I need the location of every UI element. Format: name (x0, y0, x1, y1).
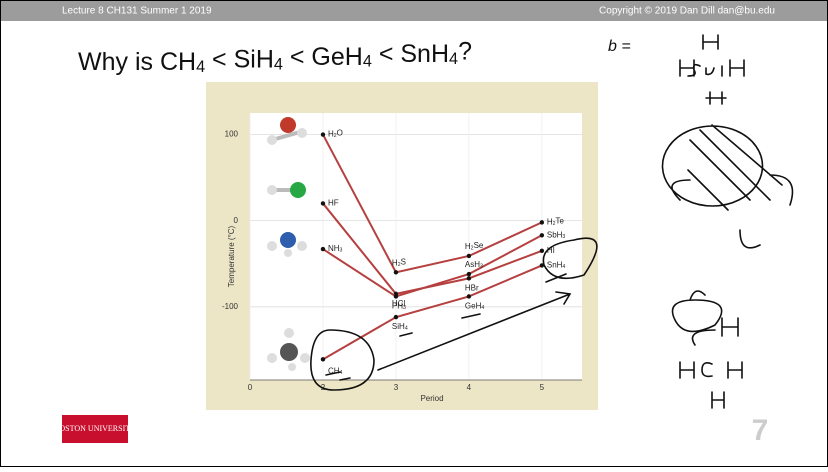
point-label: HBr (465, 283, 479, 292)
data-point (467, 272, 471, 276)
data-point (321, 357, 325, 361)
data-point (540, 249, 544, 253)
data-point (467, 294, 471, 298)
data-point (540, 233, 544, 237)
data-point (394, 315, 398, 319)
y-axis-label: Temperature (°C) (227, 225, 236, 287)
slide: Lecture 8 CH131 Summer 1 2019 Copyright … (0, 0, 828, 467)
x-tick-label: 3 (394, 383, 399, 392)
header-right: Copyright © 2019 Dan Dill dan@bu.edu (599, 6, 775, 17)
page-number: 7 (752, 414, 769, 447)
data-point (394, 294, 398, 298)
x-tick-label: 0 (248, 383, 253, 392)
data-point (467, 254, 471, 258)
y-tick-label: 0 (234, 216, 239, 225)
point-label: HF (328, 199, 339, 208)
data-point (321, 132, 325, 136)
data-point (321, 201, 325, 205)
x-axis-label: Period (420, 394, 443, 403)
data-point (467, 276, 471, 280)
data-point (394, 270, 398, 274)
handwritten-note: b = (608, 38, 631, 55)
y-tick-label: 100 (225, 130, 239, 139)
y-tick-label: -100 (222, 302, 239, 311)
x-tick-label: 5 (540, 383, 545, 392)
data-point (321, 247, 325, 251)
logo-text: BOSTON UNIVERSITY (54, 424, 136, 433)
data-point (540, 220, 544, 224)
x-tick-label: 4 (467, 383, 472, 392)
header-left: Lecture 8 CH131 Summer 1 2019 (62, 6, 212, 17)
